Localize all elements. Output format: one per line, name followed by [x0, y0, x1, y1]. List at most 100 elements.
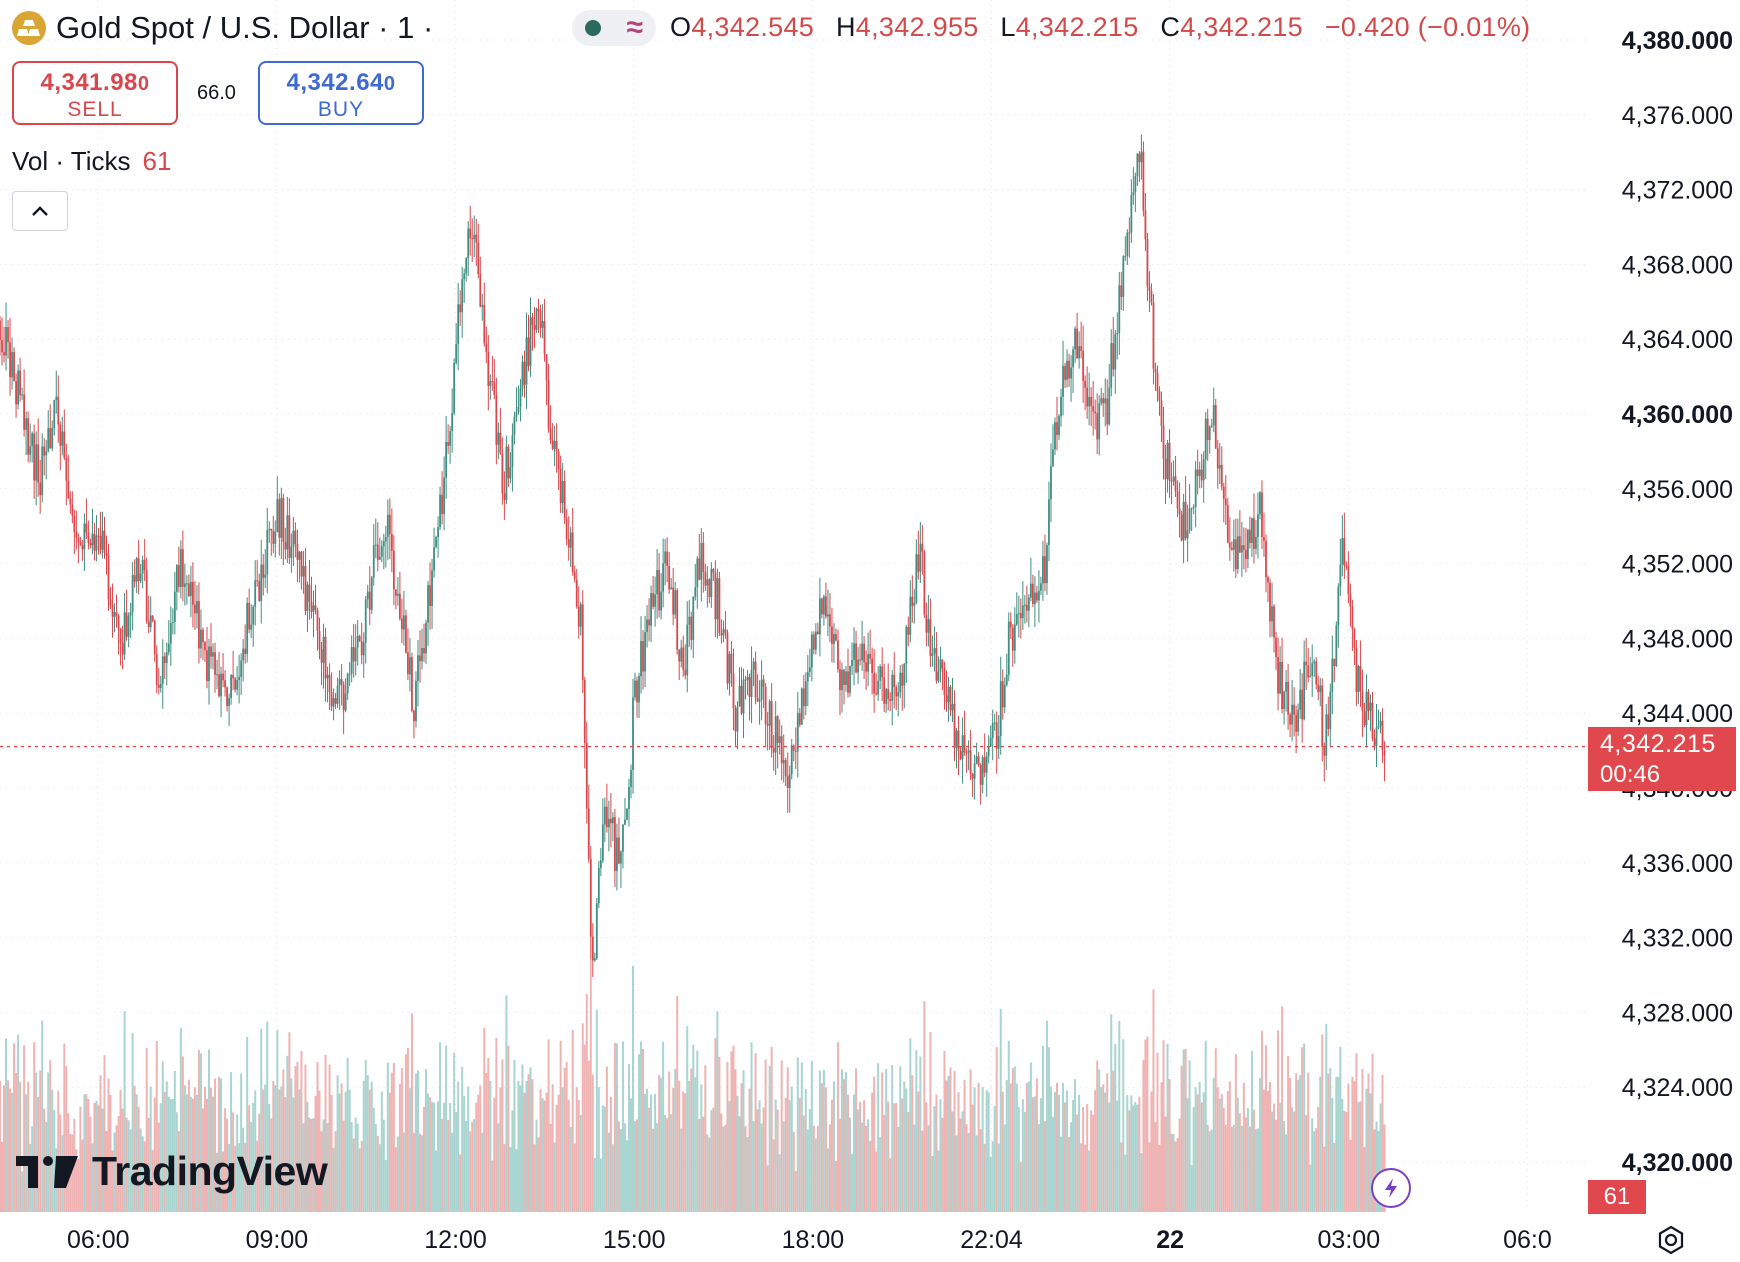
volume-bar	[1317, 1106, 1320, 1212]
volume-bar	[1266, 1090, 1269, 1212]
volume-bar	[891, 1064, 894, 1212]
candle-body	[1247, 529, 1249, 560]
time-axis[interactable]: 06:00 09:00 12:00 15:00 18:00 22:04 22 03:00 06:…	[67, 1226, 1552, 1254]
volume-bar	[499, 1087, 502, 1212]
collapse-legend-button[interactable]	[12, 191, 68, 231]
volume-bar	[828, 1124, 831, 1212]
candle-body	[818, 598, 821, 635]
volume-bar	[742, 1070, 745, 1212]
candle-body	[9, 342, 11, 378]
candle-body	[1212, 405, 1215, 426]
volume-bar	[557, 1094, 560, 1212]
volume-bar	[398, 1083, 401, 1212]
candle-body	[967, 750, 970, 753]
symbol-title[interactable]: Gold Spot / U.S. Dollar · 1 ·	[56, 10, 434, 45]
volume-bar	[991, 1141, 994, 1212]
volume-bar	[565, 1061, 568, 1212]
volume-bar	[250, 1121, 253, 1212]
volume-bar	[1188, 1060, 1191, 1212]
candle-body	[461, 279, 464, 313]
volume-bar	[907, 1111, 910, 1212]
volume-bar	[672, 1087, 675, 1212]
volume-bar	[234, 1145, 237, 1212]
candle-body	[985, 756, 988, 773]
volume-bar	[260, 1028, 263, 1212]
candle-body	[788, 774, 791, 788]
sell-button[interactable]: 4,341.980 SELL	[12, 61, 178, 125]
volume-bar	[1106, 1073, 1109, 1212]
candle-body	[901, 672, 904, 686]
candle-body	[1066, 360, 1068, 380]
volume-bar	[834, 1160, 837, 1212]
volume-bar	[1062, 1082, 1065, 1212]
volume-bar	[867, 1119, 870, 1212]
volume-bar	[1178, 1118, 1181, 1212]
volume-bar	[519, 1085, 522, 1212]
volume-bar	[83, 1094, 86, 1212]
volume-bar	[513, 1060, 516, 1212]
volume-bar	[402, 1132, 405, 1212]
indicator-toggle[interactable]: ≈	[572, 10, 656, 46]
volume-bar	[1339, 1046, 1342, 1212]
volume-bar	[0, 1081, 1, 1212]
volume-bar	[1224, 1124, 1227, 1212]
volume-bar	[931, 1155, 934, 1212]
candle-body	[806, 671, 809, 682]
volume-bar	[987, 1092, 990, 1212]
volume-bar	[684, 1093, 687, 1212]
volume-bar	[3, 1085, 6, 1212]
volume-bar	[1100, 1086, 1103, 1212]
change-value: −0.420 (−0.01%)	[1324, 12, 1531, 42]
volume-bar	[911, 1075, 914, 1212]
volume-bar	[107, 1078, 110, 1212]
volume-bar	[1138, 1096, 1141, 1212]
volume-bar	[770, 1046, 773, 1212]
tradingview-logo[interactable]: TradingView	[16, 1148, 328, 1195]
lightning-icon[interactable]	[1371, 1168, 1411, 1208]
volume-bar	[969, 1069, 972, 1212]
volume-bar	[945, 1080, 948, 1212]
candle-body	[929, 619, 932, 656]
volume-bar	[1345, 1112, 1348, 1212]
candle-body	[1058, 416, 1060, 435]
volume-bar	[308, 1117, 311, 1212]
volume-bar	[535, 1119, 538, 1212]
volume-bar	[1226, 1091, 1229, 1212]
volume-bar	[595, 1009, 598, 1212]
volume-bar	[923, 1001, 926, 1212]
candle-body	[517, 407, 520, 413]
candle-body	[591, 936, 594, 961]
volume-legend[interactable]: Vol · Ticks 61	[12, 146, 171, 177]
candle-body	[1216, 448, 1219, 469]
volume-bar	[53, 1110, 56, 1212]
candle-body	[1142, 151, 1145, 211]
volume-bar	[545, 1092, 548, 1212]
price-axis[interactable]: 4,380.000 4,376.000 4,372.000 4,368.000 4,36…	[1622, 27, 1733, 1177]
candle-body	[839, 669, 841, 691]
volume-bar	[453, 1052, 456, 1212]
candle-body	[1122, 256, 1125, 297]
candle-body	[1150, 290, 1153, 303]
candle-body	[1301, 689, 1304, 720]
volume-bar	[427, 1093, 430, 1212]
candle-body	[87, 532, 90, 543]
candle-body	[670, 587, 673, 590]
volume-bar	[7, 1080, 10, 1212]
low-label: L	[1000, 12, 1016, 42]
volume-bar	[224, 1108, 227, 1212]
volume-bar	[350, 1122, 353, 1212]
buy-button[interactable]: 4,342.640 BUY	[258, 61, 424, 125]
candle-body	[927, 619, 930, 633]
volume-bar	[1311, 1118, 1314, 1212]
candle-body	[59, 424, 62, 446]
volume-bar	[537, 1137, 540, 1212]
volume-bar	[336, 1075, 339, 1212]
volume-bar	[981, 1087, 984, 1212]
settings-icon[interactable]	[1656, 1225, 1686, 1255]
volume-bar	[392, 1062, 395, 1212]
volume-bar	[983, 1143, 986, 1212]
gold-bars-icon[interactable]	[12, 11, 46, 45]
candle-body	[1373, 738, 1376, 746]
price-tick-label: 4,352.000	[1622, 551, 1733, 579]
